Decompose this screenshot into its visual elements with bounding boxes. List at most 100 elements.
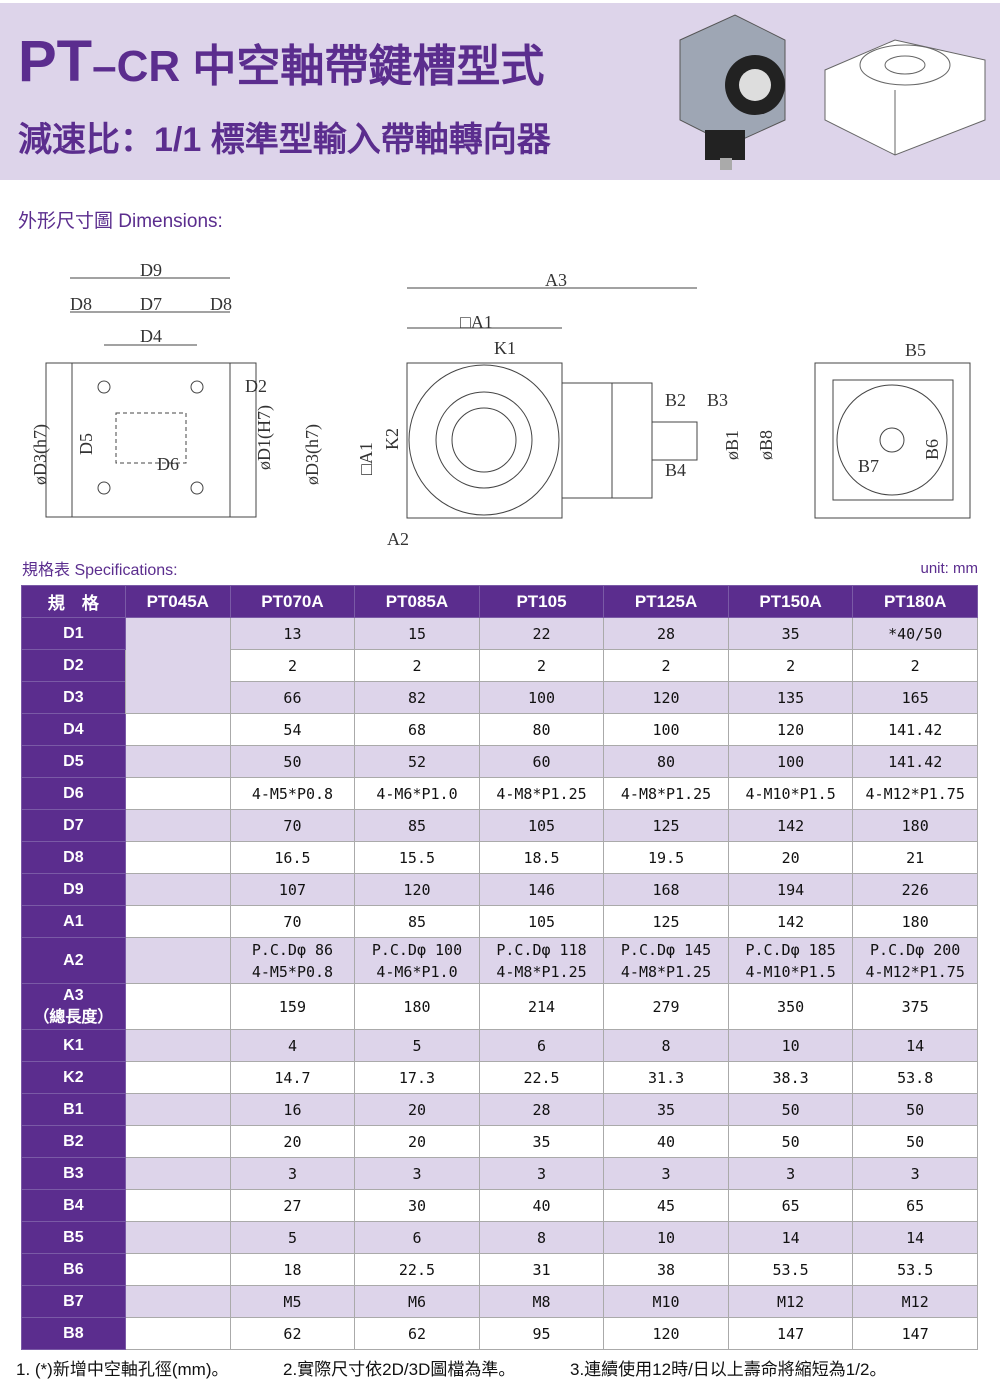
table-cell: 15 — [354, 617, 480, 650]
column-header: 規 格 — [21, 585, 126, 618]
table-cell: 50 — [852, 1125, 978, 1158]
table-cell: 3 — [603, 1157, 729, 1190]
table-cell: P.C.Dφ 145 4-M8*P1.25 — [603, 937, 729, 984]
row-label: D7 — [21, 809, 126, 842]
table-row: B1 16 20 28 35 50 50 — [21, 1093, 978, 1126]
table-cell: 2 — [727, 649, 854, 682]
svg-text:B7: B7 — [858, 456, 879, 476]
empty-cell — [124, 1061, 231, 1094]
table-cell: 194 — [727, 873, 854, 906]
row-label: A1 — [21, 905, 126, 938]
row-label: D8 — [21, 841, 126, 874]
table-cell: 3 — [727, 1157, 854, 1190]
table-cell: 14 — [727, 1221, 854, 1254]
table-cell: 19.5 — [603, 841, 729, 874]
table-cell: 120 — [603, 681, 729, 714]
table-cell: 62 — [229, 1317, 356, 1350]
table-row: B7 M5 M6 M8 M10 M12 M12 — [21, 1285, 978, 1318]
svg-text:øB8: øB8 — [756, 430, 776, 460]
svg-text:D8: D8 — [210, 294, 232, 314]
table-row: D1 13 15 22 28 35 *40/50 — [21, 617, 978, 714]
table-cell: 4-M10*P1.5 — [727, 777, 854, 810]
svg-text:D9: D9 — [140, 260, 162, 280]
table-cell: 100 — [478, 681, 605, 714]
svg-text:D5: D5 — [76, 433, 96, 455]
top-view-drawing: B5 B6 B7 — [814, 340, 971, 519]
table-cell: P.C.Dφ 100 4-M6*P1.0 — [354, 937, 480, 984]
row-label: B4 — [21, 1189, 126, 1222]
row-label: B7 — [21, 1285, 126, 1318]
table-row: D4 54 68 80 100 120 141.42 — [21, 713, 978, 746]
table-cell: 50 — [229, 745, 356, 778]
table-cell: 68 — [354, 713, 480, 746]
table-cell: P.C.Dφ 200 4-M12*P1.75 — [852, 937, 978, 984]
table-cell: 2 — [603, 649, 729, 682]
empty-cell — [124, 1221, 231, 1254]
empty-cell — [124, 745, 231, 778]
table-cell: 375 — [852, 983, 978, 1030]
table-cell: 4-M12*P1.75 — [852, 777, 978, 810]
row-label: D6 — [21, 777, 126, 810]
svg-text:K1: K1 — [494, 338, 516, 358]
svg-text:B4: B4 — [665, 460, 686, 480]
empty-cell — [124, 809, 231, 842]
svg-text:B5: B5 — [905, 340, 926, 360]
table-cell: 135 — [727, 681, 854, 714]
table-cell: *40/50 — [852, 617, 978, 650]
table-cell: 3 — [852, 1157, 978, 1190]
table-row: D6 4-M5*P0.8 4-M6*P1.0 4-M8*P1.25 4-M8*P1.25… — [21, 777, 978, 810]
empty-cell — [124, 905, 231, 938]
table-cell: 65 — [727, 1189, 854, 1222]
table-cell: 159 — [229, 983, 356, 1030]
table-cell: 100 — [603, 713, 729, 746]
svg-text:D7: D7 — [140, 294, 162, 314]
svg-text:øB1: øB1 — [722, 430, 742, 460]
row-label: D4 — [21, 713, 126, 746]
empty-cell — [124, 1093, 231, 1126]
table-cell: 28 — [478, 1093, 605, 1126]
svg-text:B2: B2 — [665, 390, 686, 410]
table-cell: 54 — [229, 713, 356, 746]
column-header: PT105 — [478, 585, 605, 618]
column-header: PT150A — [727, 585, 854, 618]
table-row: B2 20 20 35 40 50 50 — [21, 1125, 978, 1158]
table-cell: 15.5 — [354, 841, 480, 874]
table-cell: 5 — [354, 1029, 480, 1062]
table-row: D7 70 85 105 125 142 180 — [21, 809, 978, 842]
table-cell: 16 — [229, 1093, 356, 1126]
note-1: 1. (*)新增中空軸孔徑(mm)。 — [16, 1360, 229, 1379]
table-cell: 8 — [478, 1221, 605, 1254]
svg-text:D4: D4 — [140, 326, 162, 346]
column-header: PT045A — [124, 585, 231, 618]
table-cell: 4-M8*P1.25 — [478, 777, 605, 810]
row-label: A2 — [21, 937, 126, 984]
table-cell: 31.3 — [603, 1061, 729, 1094]
column-header: PT180A — [852, 585, 978, 618]
row-label: D3 — [21, 681, 126, 714]
table-cell: 180 — [852, 905, 978, 938]
table-row: D8 16.5 15.5 18.5 19.5 20 21 — [21, 841, 978, 874]
table-cell: 120 — [354, 873, 480, 906]
row-label: D2 — [21, 649, 126, 682]
table-cell: 142 — [727, 809, 854, 842]
table-cell: M12 — [852, 1285, 978, 1318]
table-cell: M8 — [478, 1285, 605, 1318]
svg-text:A3: A3 — [545, 270, 567, 290]
table-cell: 30 — [354, 1189, 480, 1222]
table-header-row: 規 格 PT045A PT070A PT085A PT105 PT125A PT150A PT… — [21, 585, 978, 618]
table-cell: 3 — [229, 1157, 356, 1190]
table-cell: 142 — [727, 905, 854, 938]
table-cell: 82 — [354, 681, 480, 714]
table-row: A3 （總長度） 159 180 214 279 350 375 — [21, 983, 978, 1030]
table-row: K1 4 5 6 8 10 14 — [21, 1029, 978, 1062]
table-row: B6 18 22.5 31 38 53.5 53.5 — [21, 1253, 978, 1286]
table-cell: 168 — [603, 873, 729, 906]
note-3: 3.連續使用12時/日以上壽命將縮短為1/2。 — [570, 1360, 887, 1379]
table-cell: 279 — [603, 983, 729, 1030]
row-label: B3 — [21, 1157, 126, 1190]
table-cell: 53.5 — [727, 1253, 854, 1286]
table-cell: 38 — [603, 1253, 729, 1286]
table-cell: 180 — [852, 809, 978, 842]
table-cell: 14.7 — [229, 1061, 356, 1094]
table-cell: P.C.Dφ 185 4-M10*P1.5 — [727, 937, 854, 984]
